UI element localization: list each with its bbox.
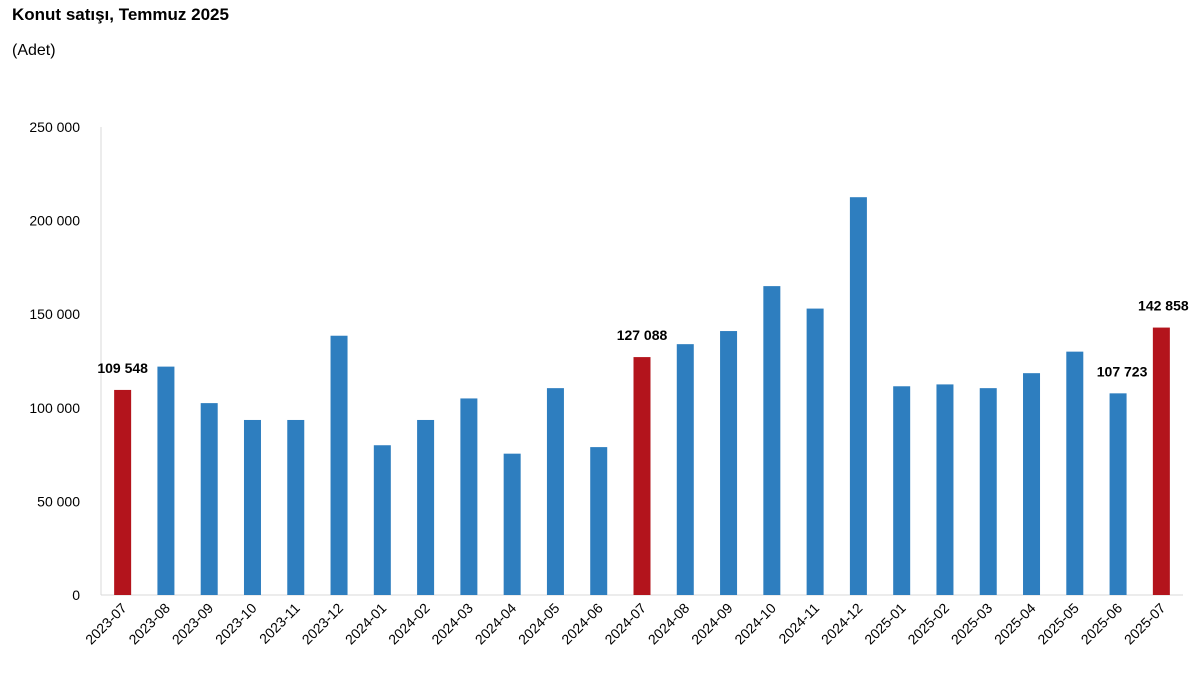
x-tick-label: 2023-10 bbox=[212, 600, 260, 648]
bar bbox=[546, 388, 564, 595]
y-tick-label: 0 bbox=[72, 587, 80, 603]
x-tick-label: 2024-11 bbox=[775, 600, 822, 647]
y-tick-label: 250 000 bbox=[29, 119, 80, 135]
x-tick-label: 2025-05 bbox=[1034, 600, 1082, 648]
x-tick-label: 2024-05 bbox=[515, 600, 563, 648]
bar bbox=[936, 384, 954, 595]
x-tick-label: 2025-07 bbox=[1121, 600, 1169, 648]
x-tick-label: 2024-07 bbox=[601, 600, 649, 648]
y-tick-label: 150 000 bbox=[29, 306, 80, 322]
bar bbox=[849, 197, 867, 595]
x-tick-label: 2023-11 bbox=[256, 600, 303, 647]
bar bbox=[1109, 393, 1127, 595]
x-tick-label: 2024-10 bbox=[731, 600, 779, 648]
y-tick-label: 100 000 bbox=[29, 400, 80, 416]
x-tick-label: 2025-01 bbox=[861, 600, 909, 648]
x-tick-label: 2023-12 bbox=[299, 600, 347, 648]
bar bbox=[503, 453, 521, 595]
bar bbox=[893, 386, 911, 595]
data-label: 109 548 bbox=[97, 360, 148, 376]
bar bbox=[157, 366, 175, 595]
bar bbox=[979, 388, 997, 595]
bar bbox=[200, 403, 218, 595]
bar bbox=[460, 398, 478, 595]
bar bbox=[417, 419, 435, 595]
bar bbox=[633, 357, 651, 595]
x-tick-label: 2024-04 bbox=[472, 600, 520, 648]
x-tick-label: 2024-03 bbox=[428, 600, 476, 648]
x-tick-label: 2023-09 bbox=[169, 600, 217, 648]
x-tick-label: 2024-01 bbox=[342, 600, 390, 648]
x-tick-label: 2025-06 bbox=[1078, 600, 1126, 648]
x-tick-label: 2025-04 bbox=[991, 600, 1039, 648]
bar bbox=[590, 447, 608, 595]
data-label: 107 723 bbox=[1097, 363, 1148, 379]
chart-subtitle: (Adet) bbox=[12, 42, 56, 59]
x-tick-label: 2024-02 bbox=[385, 600, 433, 648]
x-tick-label: 2024-06 bbox=[558, 600, 606, 648]
bar bbox=[763, 286, 781, 595]
x-tick-label: 2024-09 bbox=[688, 600, 736, 648]
bar bbox=[373, 445, 391, 595]
bar bbox=[287, 419, 305, 595]
bar bbox=[1152, 327, 1170, 595]
data-label: 142 858 bbox=[1138, 298, 1189, 314]
bar bbox=[1023, 373, 1041, 595]
bar bbox=[806, 308, 824, 595]
x-tick-label: 2023-08 bbox=[125, 600, 173, 648]
x-tick-label: 2023-07 bbox=[82, 600, 130, 648]
x-tick-label: 2024-08 bbox=[645, 600, 693, 648]
data-label: 127 088 bbox=[617, 327, 668, 343]
bar bbox=[330, 335, 348, 595]
y-tick-label: 50 000 bbox=[37, 493, 80, 509]
bar bbox=[1066, 351, 1084, 595]
bar bbox=[243, 419, 261, 595]
bar bbox=[676, 344, 694, 595]
x-tick-label: 2025-03 bbox=[948, 600, 996, 648]
bar bbox=[114, 389, 132, 595]
x-tick-label: 2025-02 bbox=[904, 600, 952, 648]
bar bbox=[720, 331, 738, 595]
x-tick-label: 2024-12 bbox=[818, 600, 866, 648]
chart-title: Konut satışı, Temmuz 2025 bbox=[12, 5, 229, 24]
y-tick-label: 200 000 bbox=[29, 213, 80, 229]
